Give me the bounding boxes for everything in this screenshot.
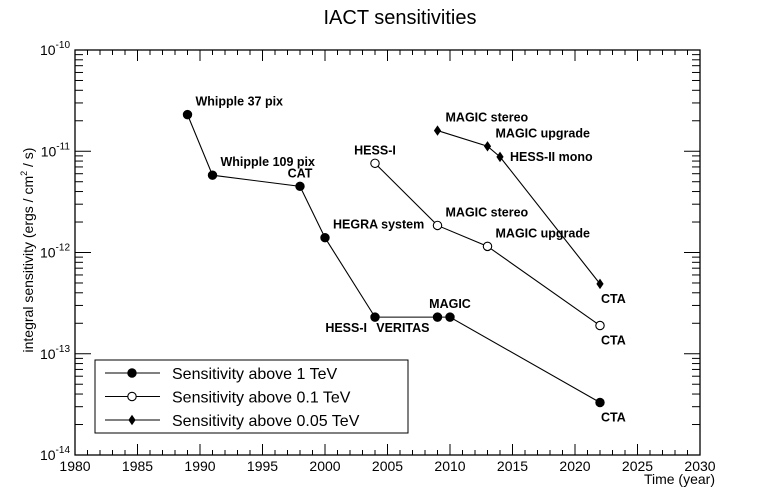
y-axis-label-tail: / s)	[20, 148, 36, 171]
y-tick-exponent: -11	[56, 141, 70, 152]
data-point	[207, 170, 218, 180]
x-tick-label: 2010	[434, 458, 465, 474]
y-tick-base: 10	[40, 447, 56, 463]
point-label: CTA	[601, 411, 626, 425]
y-tick-base: 10	[40, 245, 56, 261]
x-tick-label: 2015	[497, 458, 528, 474]
legend: Sensitivity above 1 TeV Sensitivity above…	[94, 359, 409, 434]
x-tick-label: 1995	[247, 458, 278, 474]
legend-label: Sensitivity above 1 TeV	[172, 366, 337, 383]
data-point	[320, 233, 330, 243]
point-label: VERITAS	[376, 321, 429, 335]
point-label: HESS-I	[354, 143, 396, 157]
plot-frame	[74, 49, 701, 456]
point-label: CTA	[601, 334, 626, 348]
data-point	[370, 158, 380, 169]
x-tick-label: 2025	[622, 458, 653, 474]
y-tick-exponent: -13	[56, 344, 71, 355]
point-label: MAGIC stereo	[446, 205, 529, 219]
y-tick-label: 10-13	[40, 344, 70, 362]
x-axis-label: Time (year)	[644, 471, 715, 487]
y-tick-exponent: -10	[56, 40, 71, 51]
point-label: Whipple 109 pix	[221, 155, 316, 169]
legend-marker	[127, 391, 137, 402]
data-point	[482, 241, 493, 252]
data-point	[370, 312, 380, 322]
legend-label: Sensitivity above 0.1 TeV	[172, 390, 351, 407]
x-tick-label: 2005	[372, 458, 403, 474]
point-label: CTA	[601, 292, 626, 306]
data-point	[496, 151, 504, 163]
legend-marker	[128, 414, 136, 426]
y-axis-label-main: integral sensitivity (ergs / cm	[20, 176, 36, 353]
point-label: MAGIC upgrade	[496, 226, 590, 240]
y-axis-label-sup: 2	[19, 171, 29, 176]
point-label: CAT	[288, 166, 313, 180]
y-tick-label: 10-14	[40, 445, 70, 463]
data-point	[432, 312, 443, 322]
data-point	[182, 109, 193, 120]
data-point	[295, 181, 305, 192]
point-label: MAGIC	[429, 297, 471, 311]
x-tick-label: 2030	[684, 458, 715, 474]
data-point	[596, 278, 604, 290]
point-label: HESS-I	[325, 321, 367, 335]
y-tick-label: 10-10	[40, 40, 70, 58]
x-tick-label: 1980	[59, 458, 90, 474]
y-tick-exponent: -14	[56, 445, 71, 456]
series-line-2	[437, 130, 601, 285]
legend-label: Sensitivity above 0.05 TeV	[172, 413, 360, 430]
x-tick-label: 1990	[184, 458, 215, 474]
y-tick-label: 10-12	[40, 243, 70, 261]
point-label: MAGIC upgrade	[496, 126, 590, 140]
point-label: HEGRA system	[333, 218, 424, 232]
data-point	[595, 320, 605, 331]
x-tick-label: 2000	[309, 458, 340, 474]
y-tick-base: 10	[41, 143, 57, 159]
data-point	[433, 125, 442, 136]
x-tick-label: 1985	[122, 458, 153, 474]
legend-marker	[127, 368, 137, 378]
point-label: HESS-II mono	[510, 150, 593, 164]
y-axis-label: integral sensitivity (ergs / cm2 / s)	[19, 148, 36, 353]
y-tick-exponent: -12	[56, 243, 71, 254]
x-tick-labels: 1980 1985 1990 1995 2000 2005 2010 2015 2020 2025…	[59, 458, 715, 474]
point-label: MAGIC stereo	[446, 111, 529, 125]
data-point	[445, 312, 455, 322]
data-point	[483, 141, 492, 152]
x-tick-label: 2020	[559, 458, 590, 474]
series-line-1	[374, 162, 601, 326]
data-point	[595, 397, 605, 408]
chart-title: IACT sensitivities	[323, 7, 476, 29]
point-label: Whipple 37 pix	[196, 95, 284, 109]
data-point	[432, 220, 443, 231]
y-tick-label: 10-11	[41, 141, 71, 159]
series-layer	[182, 109, 605, 408]
y-tick-base: 10	[40, 346, 56, 362]
y-tick-base: 10	[40, 42, 56, 58]
